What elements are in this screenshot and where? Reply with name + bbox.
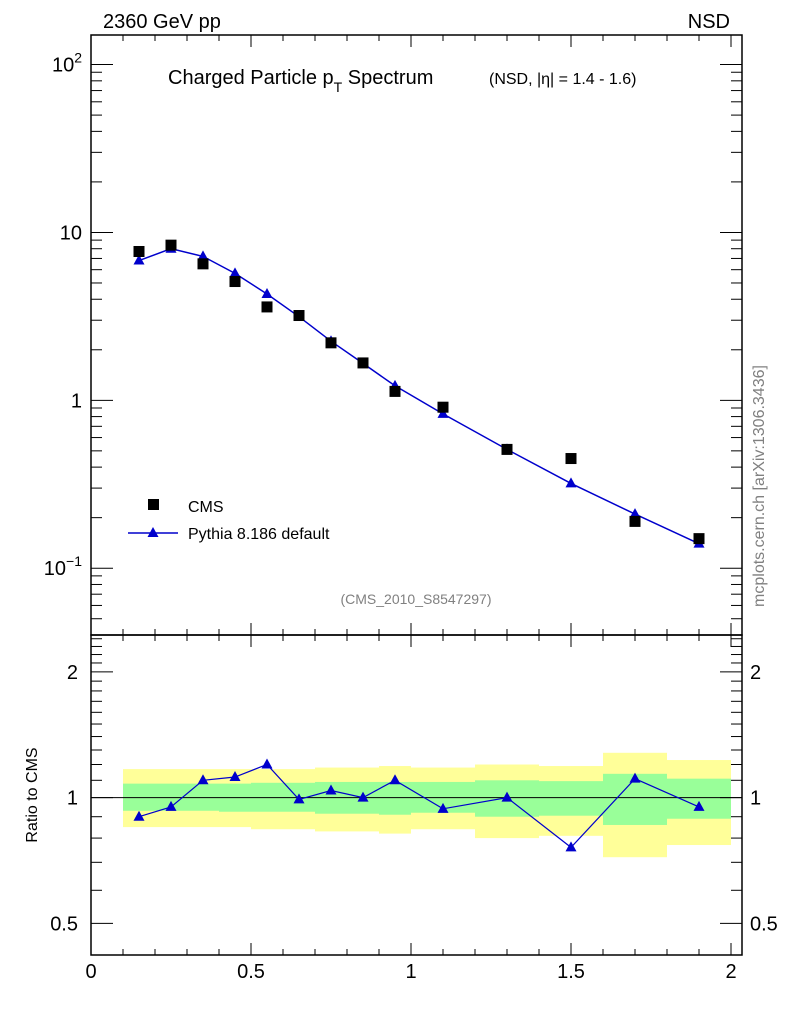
cms-point (693, 533, 705, 545)
watermark: mcplots.cern.ch [arXiv:1306.3436] (751, 365, 768, 607)
ratio-point (197, 774, 209, 785)
mc-point (261, 287, 273, 298)
main-ytick-label: 10−1 (44, 553, 82, 580)
chart-title: Charged Particle pT Spectrum (168, 67, 433, 95)
ratio-data-marks (91, 758, 742, 852)
header-right-label: NSD (688, 11, 730, 33)
title-suffix: Spectrum (342, 67, 433, 89)
cms-point (165, 239, 177, 251)
ratio-point (325, 784, 337, 795)
cms-point (197, 258, 209, 270)
ratio-point (389, 774, 401, 785)
main-ytick-label: 102 (52, 50, 82, 77)
ratio-ytick-label-left: 1 (67, 788, 78, 810)
legend: CMS Pythia 8.186 default (128, 499, 330, 543)
main-data-marks (133, 239, 705, 548)
ratio-ytick-label-left: 2 (67, 662, 78, 684)
ratio-ytick-label-right: 2 (750, 662, 761, 684)
title-sub: T (334, 79, 343, 95)
mc-point (565, 477, 577, 488)
cms-point (437, 401, 449, 413)
cms-point (325, 337, 337, 349)
ratio-point (501, 791, 513, 802)
ratio-uncertainty-bands (123, 752, 731, 858)
ratio-band-inner (379, 781, 411, 815)
cms-point (389, 385, 401, 397)
mc-point (629, 508, 641, 519)
ratio-ytick-label-right: 0.5 (750, 913, 778, 935)
ratio-ytick-label-left: 0.5 (50, 913, 78, 935)
legend-mc-label: Pythia 8.186 default (188, 526, 330, 543)
ratio-point (357, 791, 369, 802)
main-ytick-label: 10 (60, 222, 82, 244)
ratio-ytick-label-right: 1 (750, 788, 761, 810)
legend-cms-marker (148, 499, 159, 510)
analysis-tag: (CMS_2010_S8547297) (341, 591, 492, 607)
legend-cms-label: CMS (188, 499, 224, 516)
ratio-point (437, 802, 449, 813)
cms-point (261, 301, 273, 313)
mc-point (197, 250, 209, 261)
xtick-label: 1 (405, 961, 416, 983)
ratio-axis-ticks: 0.5 0.5 1 1 2 2 0 0.5 1 1.5 2 (50, 635, 778, 983)
ratio-panel: 0.5 0.5 1 1 2 2 0 0.5 1 1.5 2 Ratio to CMS (24, 634, 778, 983)
chart-title-detail: (NSD, |η| = 1.4 - 1.6) (489, 71, 636, 88)
main-ytick-label: 1 (71, 390, 82, 412)
ratio-band-inner (539, 781, 603, 816)
ratio-point (693, 800, 705, 811)
cms-point (629, 515, 641, 527)
cms-point (501, 443, 513, 455)
ratio-point (565, 841, 577, 852)
cms-point (293, 310, 305, 322)
xtick-label: 0 (85, 961, 96, 983)
mc-point (133, 254, 145, 265)
mc-point (229, 267, 241, 278)
legend-mc-marker (147, 527, 159, 537)
cms-point (133, 245, 145, 257)
ratio-band-inner (667, 778, 731, 819)
xtick-label: 0.5 (237, 961, 265, 983)
ratio-series-line (138, 763, 700, 849)
main-frame (90, 34, 743, 636)
ratio-point (293, 793, 305, 804)
ratio-point (165, 800, 177, 811)
ratio-point (261, 758, 273, 769)
title-main: Charged Particle p (168, 67, 334, 89)
cms-point (229, 276, 241, 288)
ratio-point (133, 810, 145, 821)
xtick-label: 2 (725, 961, 736, 983)
ratio-point (629, 772, 641, 783)
mc-point (437, 407, 449, 418)
cms-point (565, 453, 577, 465)
cms-point (357, 357, 369, 369)
xtick-label: 1.5 (557, 961, 585, 983)
header-left-label: 2360 GeV pp (103, 11, 221, 33)
main-axis-ticks: 102 10 1 10−1 (44, 35, 742, 636)
ratio-point (229, 771, 241, 782)
ratio-ylabel: Ratio to CMS (24, 747, 41, 842)
ratio-frame (90, 634, 743, 956)
